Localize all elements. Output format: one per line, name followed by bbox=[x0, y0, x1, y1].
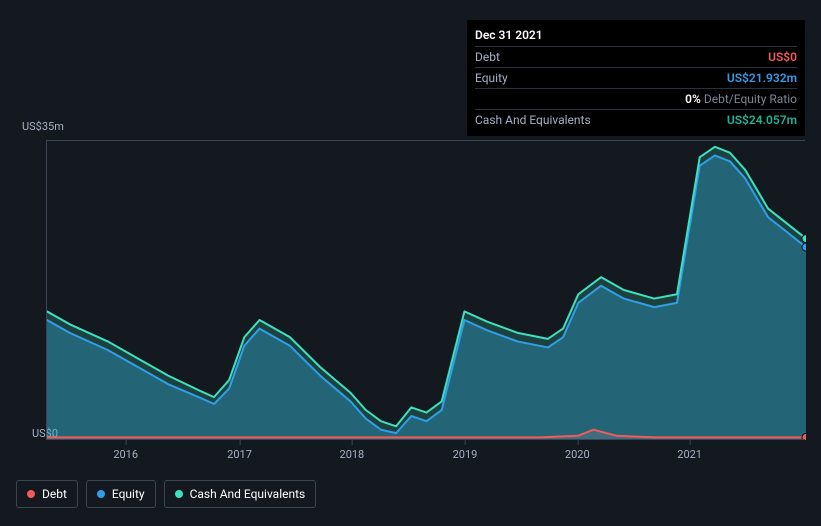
x-tick-mark bbox=[240, 440, 241, 445]
x-tick-mark bbox=[126, 440, 127, 445]
x-tick-label: 2019 bbox=[453, 448, 478, 461]
x-axis: 2016 2017 2018 2019 2020 2021 bbox=[46, 448, 805, 468]
tooltip-date: Dec 31 2021 bbox=[475, 26, 797, 46]
tooltip-label: Cash And Equivalents bbox=[475, 113, 591, 127]
legend-item-equity[interactable]: Equity bbox=[86, 480, 156, 508]
tooltip-row: Debt US$0 bbox=[475, 46, 797, 67]
legend-marker bbox=[175, 490, 183, 498]
x-tick-mark bbox=[577, 440, 578, 445]
tooltip-label: Equity bbox=[475, 71, 508, 85]
legend-item-debt[interactable]: Debt bbox=[16, 480, 78, 508]
gridline bbox=[47, 140, 805, 141]
x-tick-mark bbox=[465, 440, 466, 445]
plot-area[interactable] bbox=[46, 140, 805, 440]
gridline bbox=[47, 439, 805, 440]
x-tick-mark bbox=[352, 440, 353, 445]
tooltip-value: US$0 bbox=[768, 50, 797, 64]
tooltip-value: US$21.932m bbox=[727, 71, 797, 85]
legend-marker bbox=[27, 490, 35, 498]
x-tick-label: 2017 bbox=[227, 448, 252, 461]
x-tick-label: 2021 bbox=[677, 448, 702, 461]
series-end-marker bbox=[802, 235, 806, 243]
legend: Debt Equity Cash And Equivalents bbox=[16, 480, 316, 508]
y-axis-max-label: US$35m bbox=[22, 120, 64, 133]
tooltip-value: 0%Debt/Equity Ratio bbox=[685, 92, 797, 106]
data-tooltip: Dec 31 2021 Debt US$0 Equity US$21.932m 0%De… bbox=[467, 20, 805, 136]
legend-marker bbox=[97, 490, 105, 498]
x-tick-mark bbox=[690, 440, 691, 445]
x-tick-label: 2016 bbox=[113, 448, 138, 461]
cash-and-equivalents-area bbox=[47, 147, 806, 440]
tooltip-label: Debt bbox=[475, 50, 500, 64]
legend-label: Debt bbox=[42, 487, 67, 501]
tooltip-row: Cash And Equivalents US$24.057m bbox=[475, 109, 797, 130]
tooltip-value: US$24.057m bbox=[727, 113, 797, 127]
chart-svg bbox=[47, 140, 806, 440]
x-tick-label: 2018 bbox=[340, 448, 365, 461]
series-end-marker bbox=[802, 243, 806, 251]
debt-equity-chart: US$35m US$0 bbox=[16, 120, 805, 450]
tooltip-row: Equity US$21.932m bbox=[475, 67, 797, 88]
legend-label: Cash And Equivalents bbox=[190, 487, 306, 501]
tooltip-row: 0%Debt/Equity Ratio bbox=[475, 88, 797, 109]
legend-label: Equity bbox=[112, 487, 145, 501]
x-tick-label: 2020 bbox=[565, 448, 590, 461]
legend-item-cash-and-equivalents[interactable]: Cash And Equivalents bbox=[164, 480, 317, 508]
